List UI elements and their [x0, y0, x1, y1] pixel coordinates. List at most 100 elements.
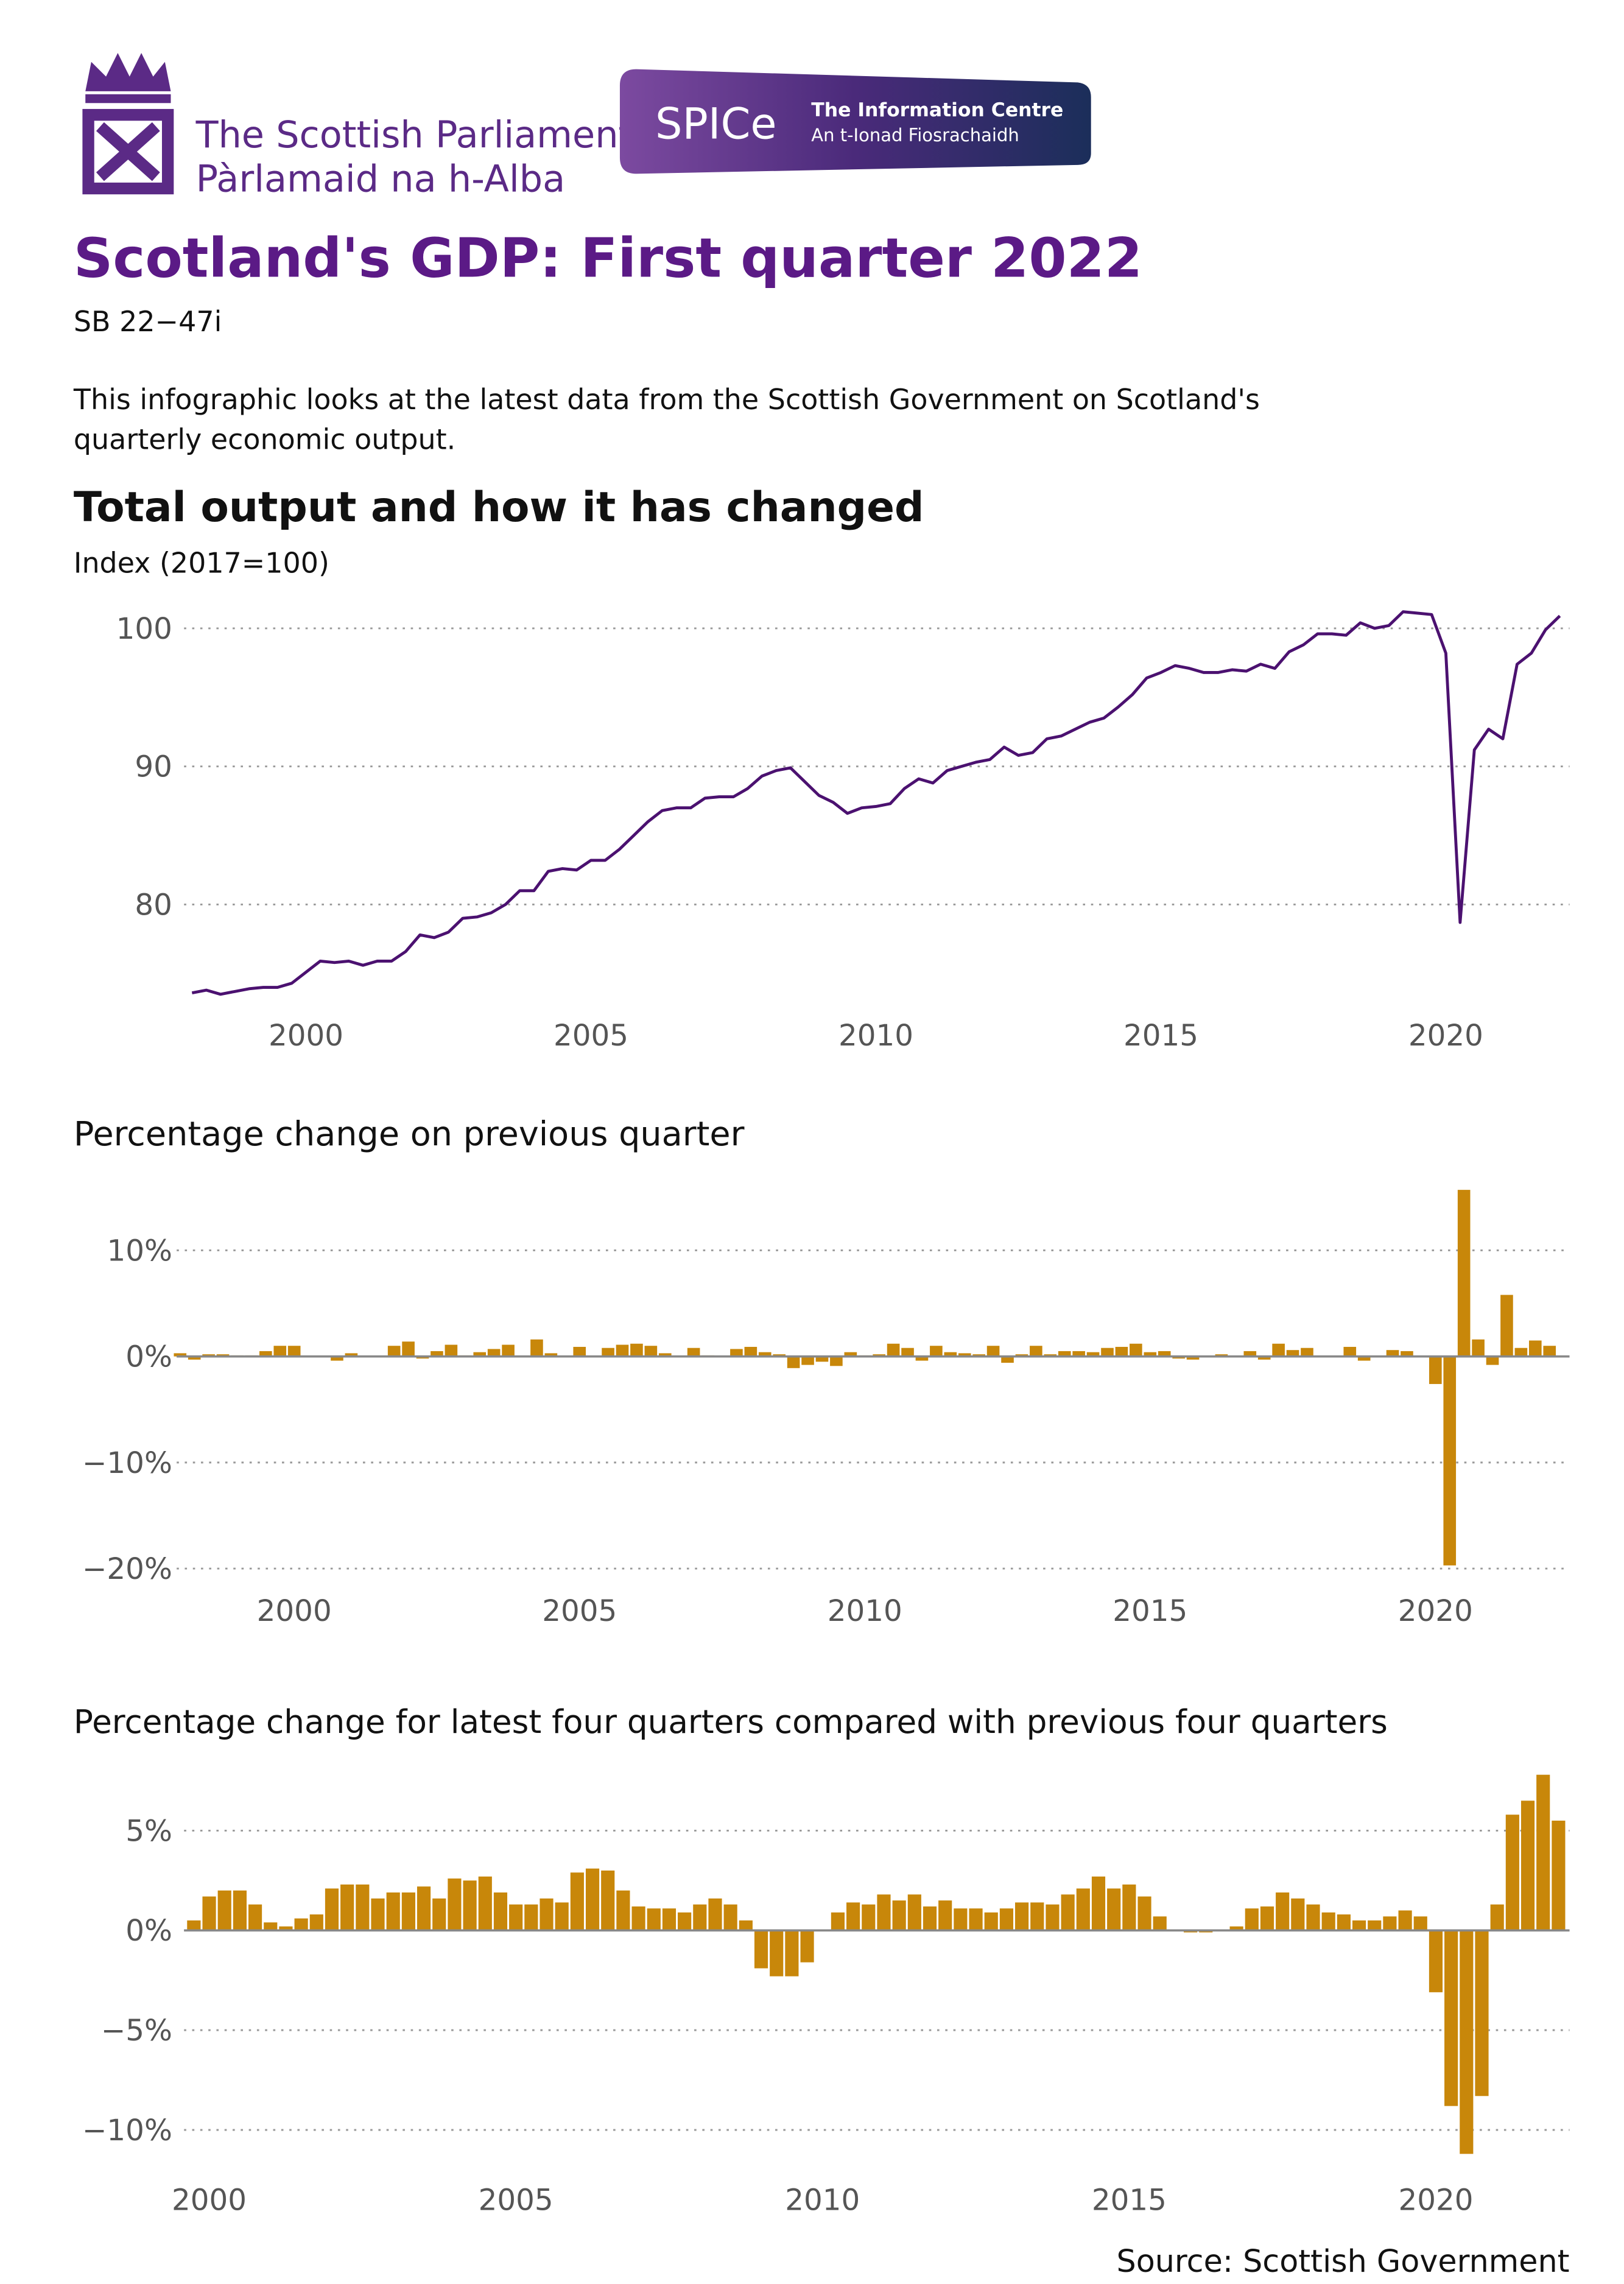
bar [1107, 1888, 1121, 1931]
x-tick-label: 2015 [1113, 1594, 1187, 1628]
bar [202, 1896, 216, 1931]
bar [1030, 1346, 1042, 1357]
bar [524, 1904, 538, 1931]
bar [631, 1906, 645, 1931]
bar [493, 1892, 508, 1931]
y-tick-label: −20% [82, 1552, 172, 1586]
chart-subtitle: Index (2017=100) [74, 547, 329, 580]
bar [259, 1351, 272, 1357]
bar [1429, 1930, 1443, 1992]
bar [1061, 1894, 1075, 1931]
bar [1457, 1190, 1471, 1357]
bar [958, 1353, 971, 1357]
bar [371, 1898, 385, 1931]
x-tick-label: 2000 [269, 1019, 343, 1053]
bar [1552, 1821, 1566, 1931]
bar [616, 1344, 629, 1357]
bar [1386, 1350, 1399, 1357]
bar [1306, 1904, 1320, 1931]
bar [445, 1344, 458, 1357]
bar [448, 1878, 462, 1931]
bar [217, 1890, 231, 1931]
x-tick-label: 2005 [479, 2183, 554, 2217]
saltire [96, 122, 160, 181]
bar [1122, 1884, 1136, 1931]
spice-badge [619, 69, 1091, 174]
bar [309, 1914, 323, 1931]
bar [1153, 1916, 1167, 1931]
x-tick-label: 2010 [828, 1594, 902, 1628]
y-tick-label: −10% [82, 2114, 172, 2148]
badge-line: An t-Ionad Fiosrachaidh [811, 125, 1019, 146]
intro-line: quarterly economic output. [74, 423, 455, 455]
bar [401, 1892, 415, 1931]
x-tick-label: 2020 [1398, 1594, 1473, 1628]
bar [787, 1356, 800, 1368]
bar [1015, 1902, 1029, 1931]
bar [1520, 1801, 1535, 1931]
bar [1413, 1916, 1427, 1931]
bar [1383, 1916, 1397, 1931]
bar [915, 1356, 929, 1361]
bar [831, 1912, 845, 1931]
bar [744, 1346, 758, 1357]
intro-line: This infographic looks at the latest dat… [73, 383, 1260, 416]
bar [331, 1356, 343, 1361]
bar [1368, 1920, 1382, 1931]
bar [1357, 1356, 1371, 1361]
bar [1137, 1896, 1151, 1931]
bar [1529, 1340, 1542, 1357]
badge-line: The Information Centre [811, 99, 1063, 121]
y-tick-label: 100 [116, 612, 172, 646]
bar [540, 1898, 554, 1931]
bar [188, 1356, 201, 1360]
bar [174, 1353, 187, 1357]
org-name: The Scottish Parliament [195, 114, 633, 156]
bar [770, 1930, 784, 1977]
bar [758, 1352, 772, 1357]
x-tick-label: 2000 [257, 1594, 332, 1628]
chart-title: Percentage change for latest four quarte… [74, 1703, 1388, 1741]
bar [386, 1892, 400, 1931]
bar [530, 1339, 543, 1357]
bar [1076, 1888, 1090, 1931]
bar [708, 1898, 722, 1931]
bar [573, 1346, 586, 1357]
bar [846, 1902, 860, 1931]
bar [432, 1898, 446, 1931]
org-name-gaelic: Pàrlamaid na h-Alba [196, 158, 566, 200]
bar [273, 1346, 287, 1357]
y-tick-label: 0% [125, 1340, 172, 1374]
parliament-logo [82, 53, 174, 195]
y-tick-label: −5% [101, 2014, 172, 2048]
bar [1243, 1351, 1257, 1357]
bar [287, 1346, 301, 1357]
bar [264, 1922, 278, 1931]
bar [1505, 1815, 1519, 1931]
y-tick-label: 5% [125, 1814, 172, 1848]
y-tick-label: 10% [107, 1234, 172, 1268]
bar [431, 1351, 443, 1357]
bar [844, 1352, 857, 1357]
reference: SB 22−47i [74, 305, 222, 338]
bar [555, 1902, 569, 1931]
bar [1115, 1346, 1128, 1357]
bar [693, 1904, 707, 1931]
bar [233, 1890, 247, 1931]
bar [1475, 1930, 1489, 2096]
x-tick-label: 2010 [838, 1019, 913, 1053]
x-tick-label: 2020 [1408, 1019, 1483, 1053]
bar [954, 1908, 968, 1931]
bar [1500, 1295, 1513, 1357]
bar [1046, 1904, 1060, 1931]
bar [907, 1894, 921, 1931]
x-tick-label: 2015 [1123, 1019, 1198, 1053]
bar [1443, 1356, 1457, 1565]
crown [85, 53, 171, 91]
bar [1401, 1351, 1413, 1357]
bar [754, 1930, 768, 1969]
crown-band [85, 94, 171, 104]
bar [1001, 1356, 1014, 1363]
bar [1030, 1902, 1044, 1931]
